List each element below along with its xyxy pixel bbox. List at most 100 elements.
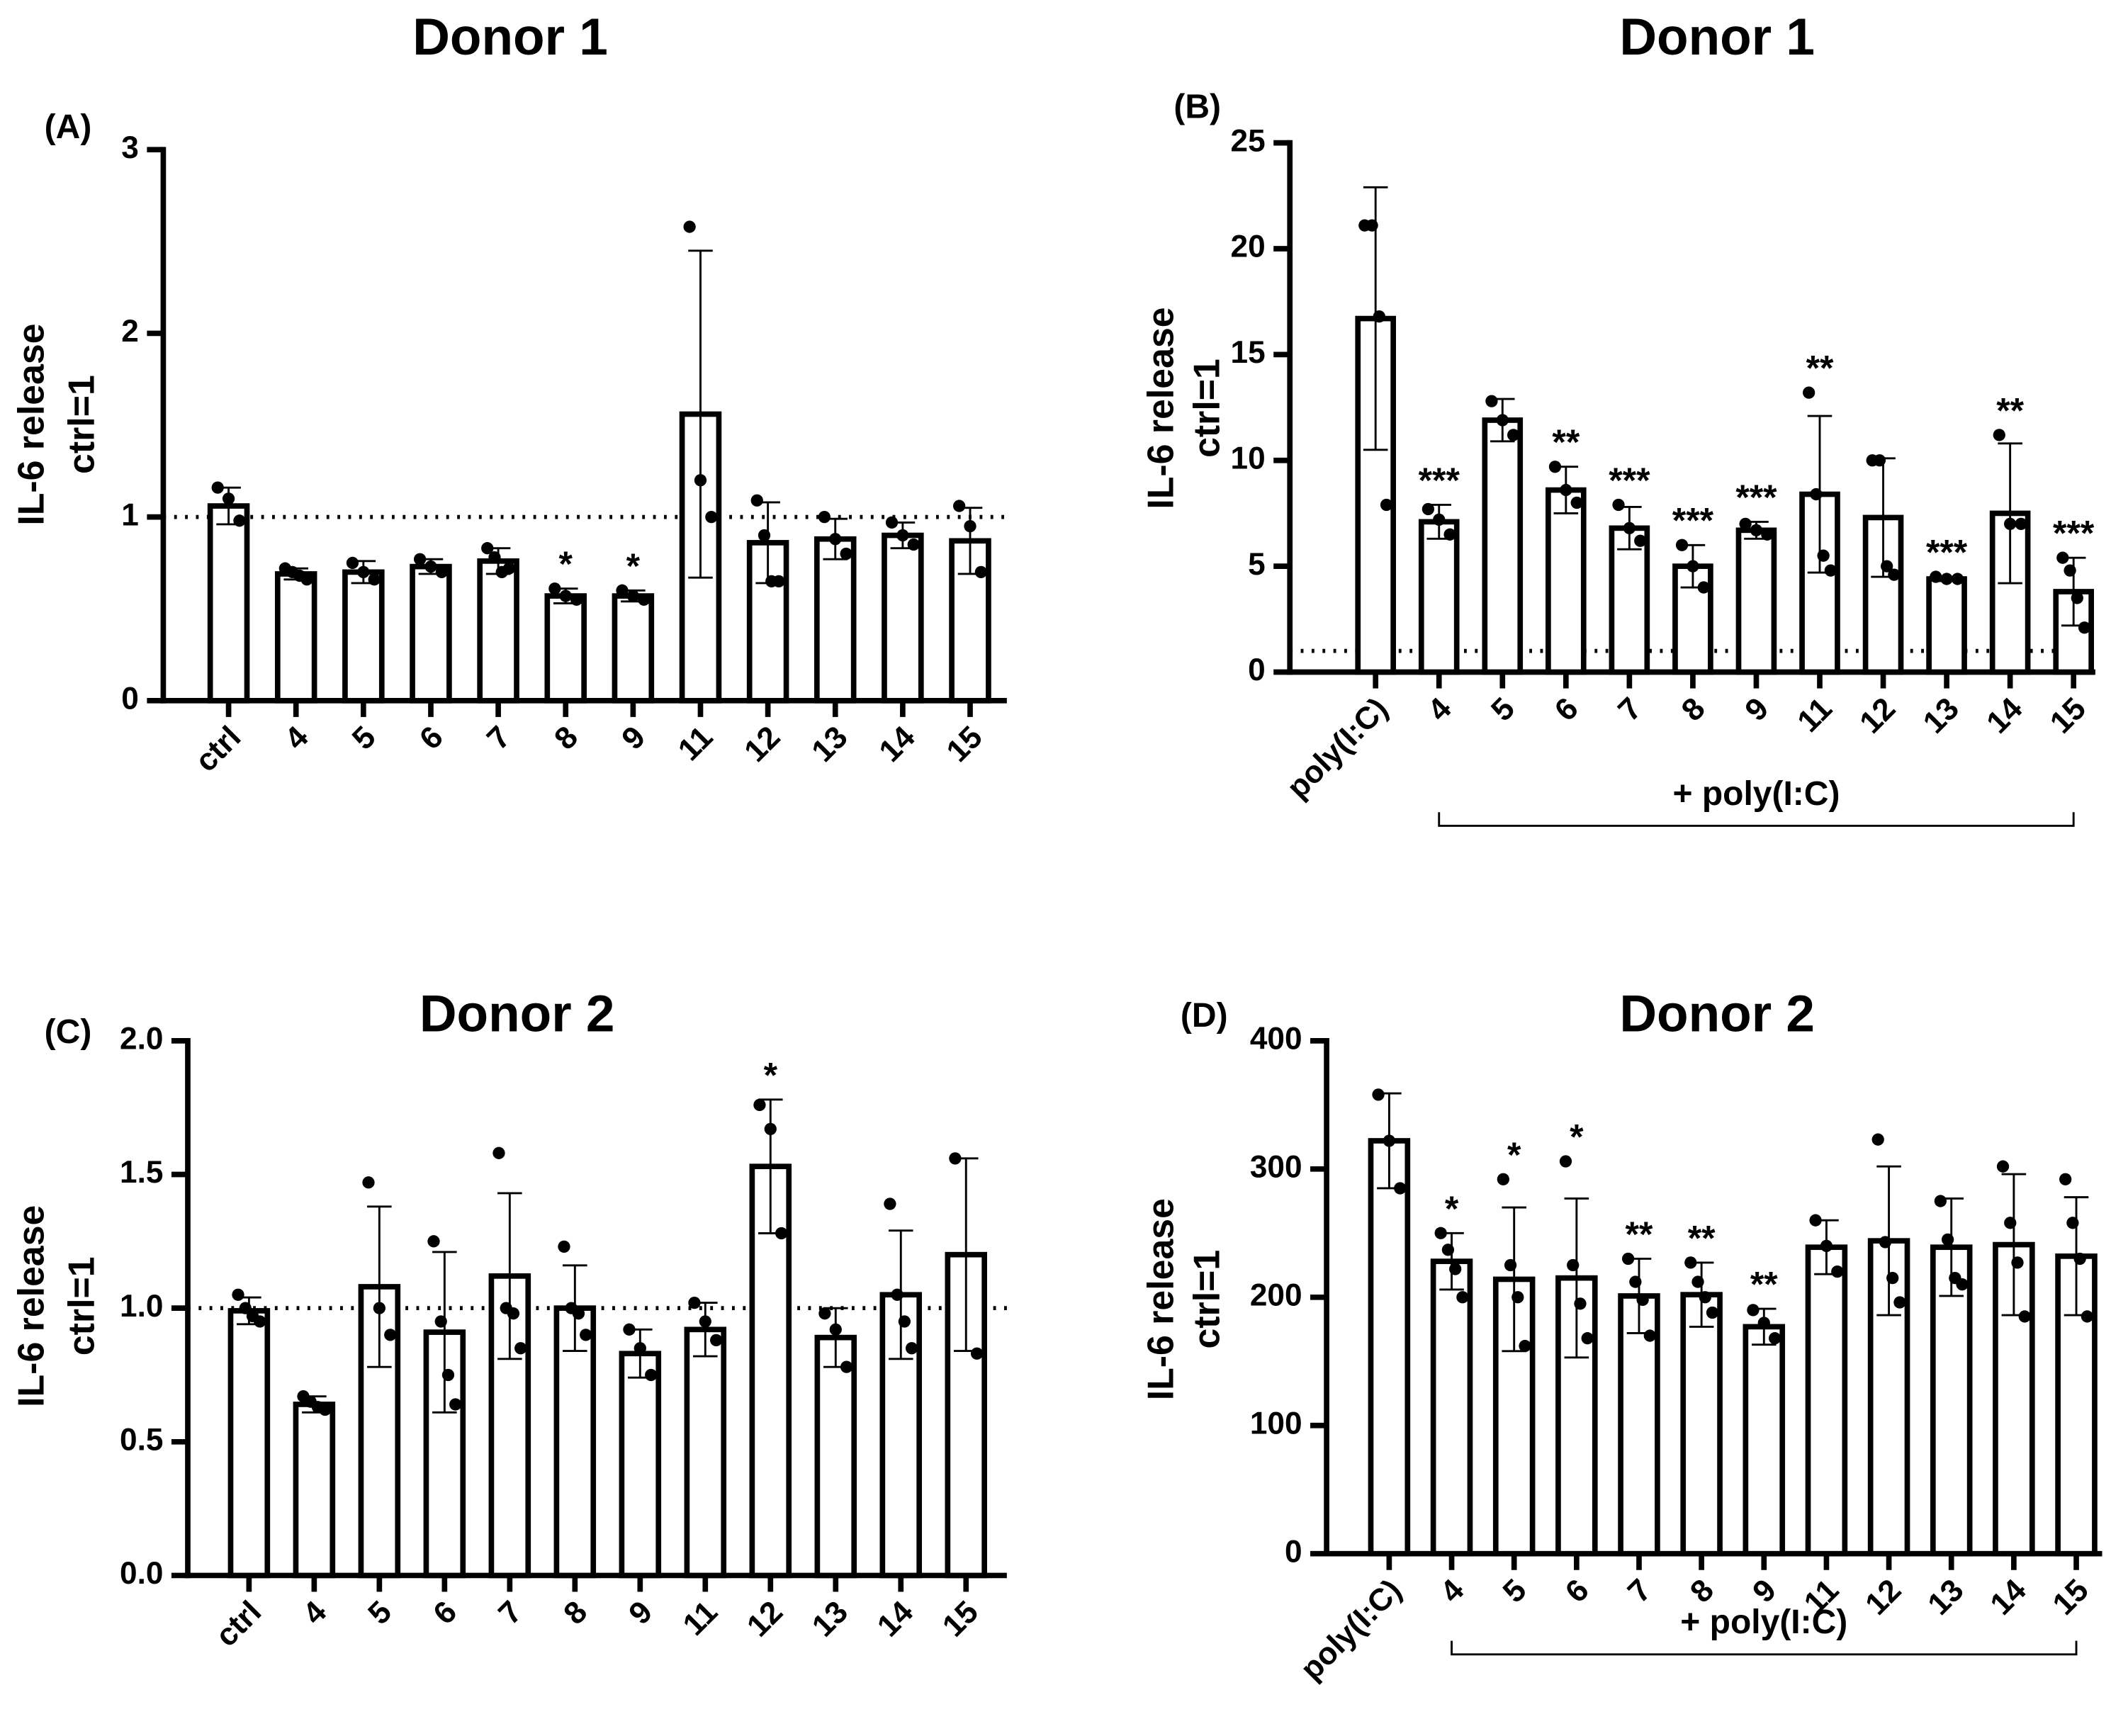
data-point bbox=[1886, 1271, 1899, 1285]
bracket bbox=[1451, 1640, 2078, 1656]
data-point bbox=[1888, 568, 1901, 581]
bar bbox=[477, 558, 519, 704]
x-tick-label: 5 bbox=[1497, 1572, 1533, 1609]
y-axis-label: ctrl=1 bbox=[1186, 1250, 1227, 1349]
bracket-label: + poly(I:C) bbox=[1680, 1603, 1847, 1641]
y-tick-label: 5 bbox=[1248, 547, 1266, 582]
data-point bbox=[559, 590, 572, 602]
data-point bbox=[384, 1329, 397, 1341]
x-tick-label: 15 bbox=[940, 720, 989, 769]
x-tick-label: 7 bbox=[480, 720, 517, 757]
x-tick-label: 13 bbox=[1921, 1572, 1970, 1621]
x-tick-label: 14 bbox=[871, 1594, 921, 1644]
data-point bbox=[1697, 581, 1710, 594]
significance: * bbox=[1445, 1189, 1459, 1229]
data-point bbox=[1372, 1088, 1385, 1101]
y-tick-label: 0 bbox=[1248, 653, 1266, 687]
y-axis-label: IL-6 release bbox=[11, 1205, 52, 1407]
data-point bbox=[1394, 1182, 1407, 1195]
bar bbox=[1735, 527, 1777, 675]
x-tick-label: 9 bbox=[622, 1594, 659, 1631]
data-point bbox=[1456, 1291, 1469, 1304]
data-point bbox=[1820, 1239, 1833, 1253]
data-point bbox=[1706, 1306, 1719, 1319]
bar bbox=[1867, 1238, 1910, 1557]
data-point bbox=[1570, 496, 1583, 509]
data-point bbox=[699, 1315, 711, 1328]
bar bbox=[1618, 1293, 1660, 1557]
data-point bbox=[949, 1152, 962, 1165]
data-point bbox=[488, 551, 501, 564]
significance: * bbox=[559, 544, 573, 584]
bracket bbox=[1438, 812, 2075, 827]
data-point bbox=[705, 510, 718, 524]
data-point bbox=[1519, 1339, 1531, 1353]
data-point bbox=[254, 1315, 266, 1328]
chart-title: Donor 2 bbox=[1619, 985, 1815, 1042]
x-tick-label: 15 bbox=[2044, 691, 2093, 740]
data-point bbox=[449, 1398, 462, 1411]
data-point bbox=[1675, 539, 1689, 551]
data-point bbox=[1956, 1278, 1969, 1291]
significance: *** bbox=[1735, 478, 1777, 517]
data-point bbox=[1993, 429, 2005, 441]
data-point bbox=[435, 565, 448, 579]
data-point bbox=[645, 1368, 658, 1382]
data-point bbox=[413, 553, 427, 565]
y-tick-label: 0.5 bbox=[120, 1422, 163, 1457]
significance: ** bbox=[1750, 1265, 1778, 1304]
panel-label: (A) bbox=[45, 108, 92, 146]
y-tick-label: 300 bbox=[1250, 1149, 1302, 1184]
y-tick-label: 100 bbox=[1250, 1406, 1302, 1441]
data-point bbox=[1739, 517, 1752, 531]
data-point bbox=[1831, 1265, 1844, 1278]
data-point bbox=[2073, 1252, 2086, 1266]
bar bbox=[227, 1308, 271, 1579]
x-tick-label: 9 bbox=[615, 720, 652, 757]
data-point bbox=[1803, 386, 1815, 399]
data-point bbox=[907, 538, 920, 551]
data-point bbox=[1511, 1291, 1524, 1304]
x-tick-label: 6 bbox=[427, 1594, 463, 1631]
x-tick-label: 7 bbox=[1621, 1572, 1658, 1609]
x-tick-label: 13 bbox=[1917, 691, 1966, 740]
significance: * bbox=[1570, 1117, 1584, 1156]
data-point bbox=[319, 1403, 332, 1416]
y-axis-label: ctrl=1 bbox=[1186, 359, 1227, 458]
data-point bbox=[964, 519, 976, 533]
data-point bbox=[2004, 1217, 2017, 1229]
data-point bbox=[2011, 1256, 2024, 1269]
x-tick-label: 12 bbox=[741, 1594, 789, 1643]
x-tick-label: 5 bbox=[346, 720, 383, 757]
y-tick-label: 2.0 bbox=[120, 1022, 163, 1056]
x-tick-label: 4 bbox=[1422, 691, 1458, 728]
data-point bbox=[1433, 513, 1446, 526]
data-point bbox=[905, 1342, 918, 1355]
data-point bbox=[1380, 498, 1393, 512]
data-point bbox=[514, 1342, 527, 1355]
bar bbox=[1368, 1138, 1411, 1557]
data-point bbox=[626, 590, 640, 602]
data-point bbox=[570, 593, 583, 606]
bar bbox=[1418, 519, 1460, 675]
y-tick-label: 20 bbox=[1231, 230, 1266, 264]
data-point bbox=[1761, 528, 1774, 541]
x-tick-label: 6 bbox=[1559, 1572, 1596, 1609]
x-tick-label: 14 bbox=[1983, 1572, 2033, 1622]
y-axis-label: ctrl=1 bbox=[61, 1256, 102, 1355]
x-tick-label: 8 bbox=[557, 1594, 594, 1631]
bar bbox=[814, 1334, 857, 1579]
x-tick-label: 14 bbox=[1980, 691, 2030, 740]
data-point bbox=[2066, 1217, 2079, 1229]
y-tick-label: 1.5 bbox=[120, 1155, 163, 1190]
data-point bbox=[1750, 524, 1763, 536]
data-point bbox=[1691, 1275, 1704, 1288]
x-tick-label: 8 bbox=[548, 720, 585, 757]
data-point bbox=[1507, 429, 1520, 441]
data-point bbox=[891, 1288, 903, 1301]
significance: *** bbox=[2053, 514, 2095, 553]
x-tick-label: 11 bbox=[672, 720, 720, 768]
data-point bbox=[1996, 1160, 2010, 1173]
data-point bbox=[2018, 1310, 2031, 1323]
